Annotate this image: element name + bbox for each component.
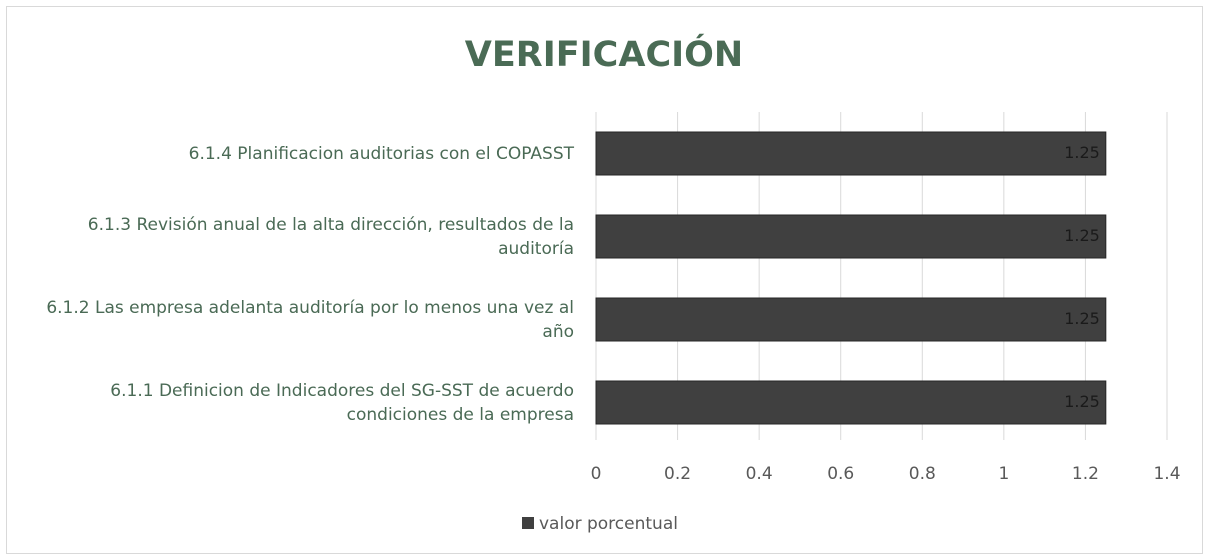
y-tick-label: 6.1.4 Planificacion auditorias con el CO…	[188, 143, 574, 164]
value-label: 1.25	[1064, 309, 1100, 328]
x-tick-label: 0.8	[909, 464, 936, 484]
bar	[595, 214, 1107, 259]
x-tick-label: 1	[998, 464, 1009, 484]
x-tick-label: 0.2	[664, 464, 691, 484]
x-tick-label: 1.2	[1072, 464, 1099, 484]
value-label: 1.25	[1064, 226, 1100, 245]
x-tick-label: 0	[591, 464, 602, 484]
x-tick-label: 1.4	[1153, 464, 1180, 484]
x-tick-label: 0.4	[746, 464, 773, 484]
x-tick-label: 0.6	[827, 464, 854, 484]
chart-title: VERIFICACIÓN	[465, 33, 743, 75]
bar	[595, 297, 1107, 342]
y-tick-label: 6.1.3 Revisión anual de la alta direcció…	[87, 214, 574, 259]
y-tick-label: 6.1.1 Definicion de Indicadores del SG-S…	[110, 380, 574, 425]
y-tick-label: 6.1.2 Las empresa adelanta auditoría por…	[46, 297, 574, 342]
value-label: 1.25	[1064, 392, 1100, 411]
bar	[595, 131, 1107, 176]
legend-swatch	[522, 517, 534, 529]
legend-label: valor porcentual	[539, 514, 678, 534]
chart-border	[6, 6, 1203, 554]
value-label: 1.25	[1064, 143, 1100, 162]
bar	[595, 380, 1107, 425]
